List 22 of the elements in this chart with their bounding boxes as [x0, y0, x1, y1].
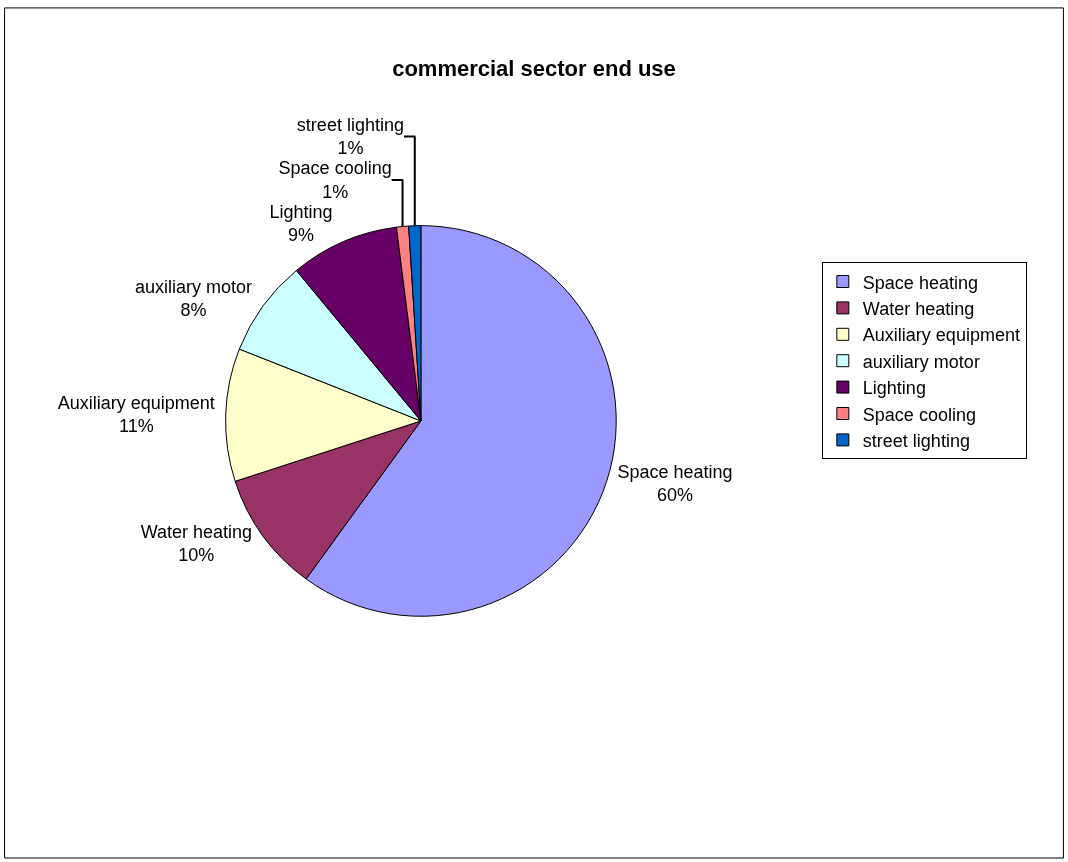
slice-label: Water heating [140, 521, 253, 542]
slice-label: Space cooling [278, 158, 392, 179]
data-label: 11% [118, 416, 154, 437]
legend-label: Water heating [862, 298, 975, 319]
slice-label: Lighting [269, 201, 333, 222]
data-label: 1% [337, 138, 364, 159]
legend-label: Auxiliary equipment [862, 325, 1020, 346]
slice-label: Space heating [617, 461, 733, 482]
legend-label: auxiliary motor [862, 351, 980, 372]
slice-label: Auxiliary equipment [57, 393, 215, 414]
data-label: 60% [657, 485, 694, 506]
slice-label: auxiliary motor [135, 276, 253, 297]
data-label: 9% [287, 225, 314, 246]
data-label: 8% [180, 300, 207, 321]
legend-label: Space heating [862, 272, 978, 293]
legend-label: Lighting [862, 378, 926, 399]
chart-title: commercial sector end use [392, 55, 676, 81]
data-label: 1% [322, 181, 349, 202]
legend-label: street lighting [862, 430, 970, 451]
legend-label: Space cooling [862, 404, 976, 425]
data-label: 10% [178, 544, 215, 565]
slice-label: street lighting [296, 114, 404, 135]
